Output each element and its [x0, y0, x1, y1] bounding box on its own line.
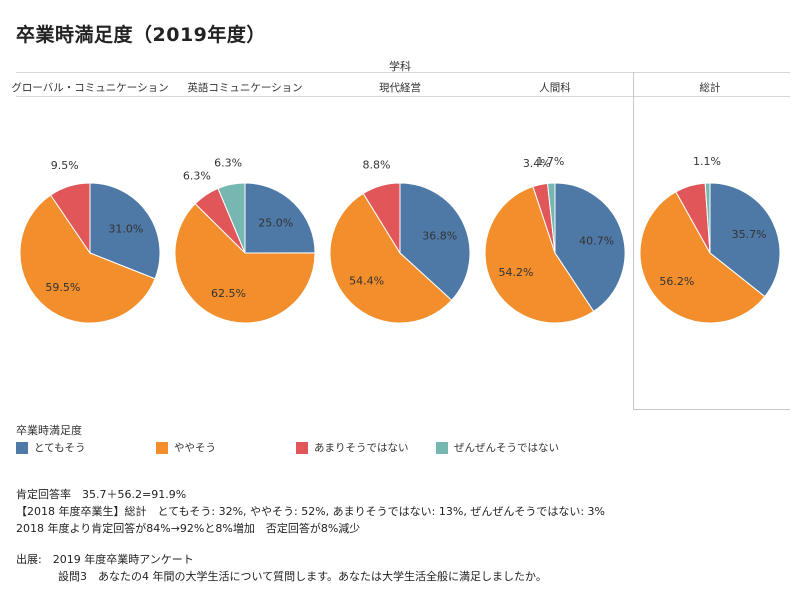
pie-slice[interactable]	[399, 182, 471, 301]
column-group-label: 学科	[389, 60, 411, 73]
slice-data-label: 6.3%	[214, 157, 242, 170]
slice-data-label: 25.0%	[258, 216, 293, 229]
legend-swatch-blue	[16, 441, 28, 454]
pie-slice[interactable]	[89, 182, 161, 280]
legend-item-zenzen-sou-dewanai[interactable]: ぜんぜんそうではない	[436, 440, 559, 455]
slice-data-label: 3.4%	[523, 157, 551, 170]
pie-slice[interactable]	[244, 182, 316, 254]
pie-english-communication: 25.0% 62.5% 6.3%6.3%	[174, 157, 316, 324]
note-2018-comparison: 【2018 年度卒業生】総計 とてもそう: 32%, ややそう: 52%, あま…	[16, 505, 605, 518]
column-label-total: 総計	[699, 82, 721, 94]
legend-label: あまりそうではない	[314, 442, 409, 454]
pie-slice[interactable]	[362, 182, 401, 255]
legend-label: ぜんぜんそうではない	[454, 442, 559, 454]
pie-global-communication: 31.0% 59.5% 9.5%	[19, 159, 161, 324]
pie-slice[interactable]	[704, 182, 711, 254]
legend-label: とてもそう	[34, 442, 86, 454]
pie-slice[interactable]	[554, 182, 626, 313]
legend-label: ややそう	[174, 442, 216, 454]
pie-slice[interactable]	[194, 187, 246, 254]
pie-slice[interactable]	[217, 182, 246, 254]
column-label-english-communication: 英語コミュニケーション	[187, 82, 303, 94]
pie-slice[interactable]	[709, 182, 781, 298]
pie-slice[interactable]	[675, 182, 711, 254]
slice-data-label: 9.5%	[51, 159, 79, 172]
slice-data-label: 54.2%	[499, 266, 534, 279]
pie-slice[interactable]	[532, 182, 556, 254]
legend-title: 卒業時満足度	[16, 424, 82, 437]
slice-data-label: 35.7%	[732, 228, 767, 241]
pie-slice[interactable]	[546, 182, 556, 254]
column-label-global-communication: グローバル・コミュニケーション	[11, 82, 169, 94]
pie-slice[interactable]	[49, 182, 91, 255]
slice-data-label: 1.7%	[536, 155, 564, 168]
header-divider-top	[16, 72, 790, 73]
page-title: 卒業時満足度（2019年度）	[16, 24, 266, 46]
source-question: 設問3 あなたの4 年間の大学生活について質問します。あなたは大学生活全般に満足…	[58, 570, 547, 583]
legend-swatch-orange	[156, 441, 168, 454]
legend-item-amari-sou-dewanai[interactable]: あまりそうではない	[296, 440, 409, 455]
pie-slice[interactable]	[329, 192, 453, 324]
slice-data-label: 31.0%	[108, 223, 143, 236]
slice-data-label: 59.5%	[45, 281, 80, 294]
column-label-modern-management: 現代経営	[379, 82, 421, 94]
pie-slice[interactable]	[484, 185, 595, 324]
pie-slice[interactable]	[174, 203, 316, 324]
slice-data-label: 56.2%	[659, 275, 694, 288]
legend-item-yaya-sou[interactable]: ややそう	[156, 440, 216, 455]
slice-data-label: 40.7%	[579, 235, 614, 248]
legend-item-totemo-sou[interactable]: とてもそう	[16, 440, 85, 455]
slice-data-label: 1.1%	[693, 155, 721, 168]
header-divider-bottom	[16, 96, 790, 97]
pie-modern-management: 36.8% 54.4% 8.8%	[329, 158, 471, 324]
slice-data-label: 36.8%	[422, 230, 457, 243]
slice-data-label: 62.5%	[211, 287, 246, 300]
pie-total: 35.7% 56.2% 1.1%	[639, 155, 781, 324]
total-column-separator	[633, 72, 634, 409]
slice-data-label: 8.8%	[363, 158, 391, 171]
note-positive-rate: 肯定回答率 35.7＋56.2=91.9%	[16, 488, 187, 501]
source-label: 出展: 2019 年度卒業時アンケート	[16, 553, 194, 566]
total-column-bottom-line	[633, 409, 790, 410]
slice-data-label: 54.4%	[349, 275, 384, 288]
pie-human-science: 40.7% 54.2% 3.4%1.7%	[484, 155, 626, 324]
pie-slice[interactable]	[639, 191, 766, 324]
slice-data-label: 6.3%	[183, 170, 211, 183]
note-change-summary: 2018 年度より肯定回答が84%→92%と8%増加 否定回答が8%減少	[16, 522, 361, 535]
pie-slice[interactable]	[19, 194, 156, 324]
column-label-human-science: 人間科	[539, 82, 571, 94]
legend-swatch-red	[296, 441, 308, 454]
legend-swatch-teal	[436, 441, 448, 454]
